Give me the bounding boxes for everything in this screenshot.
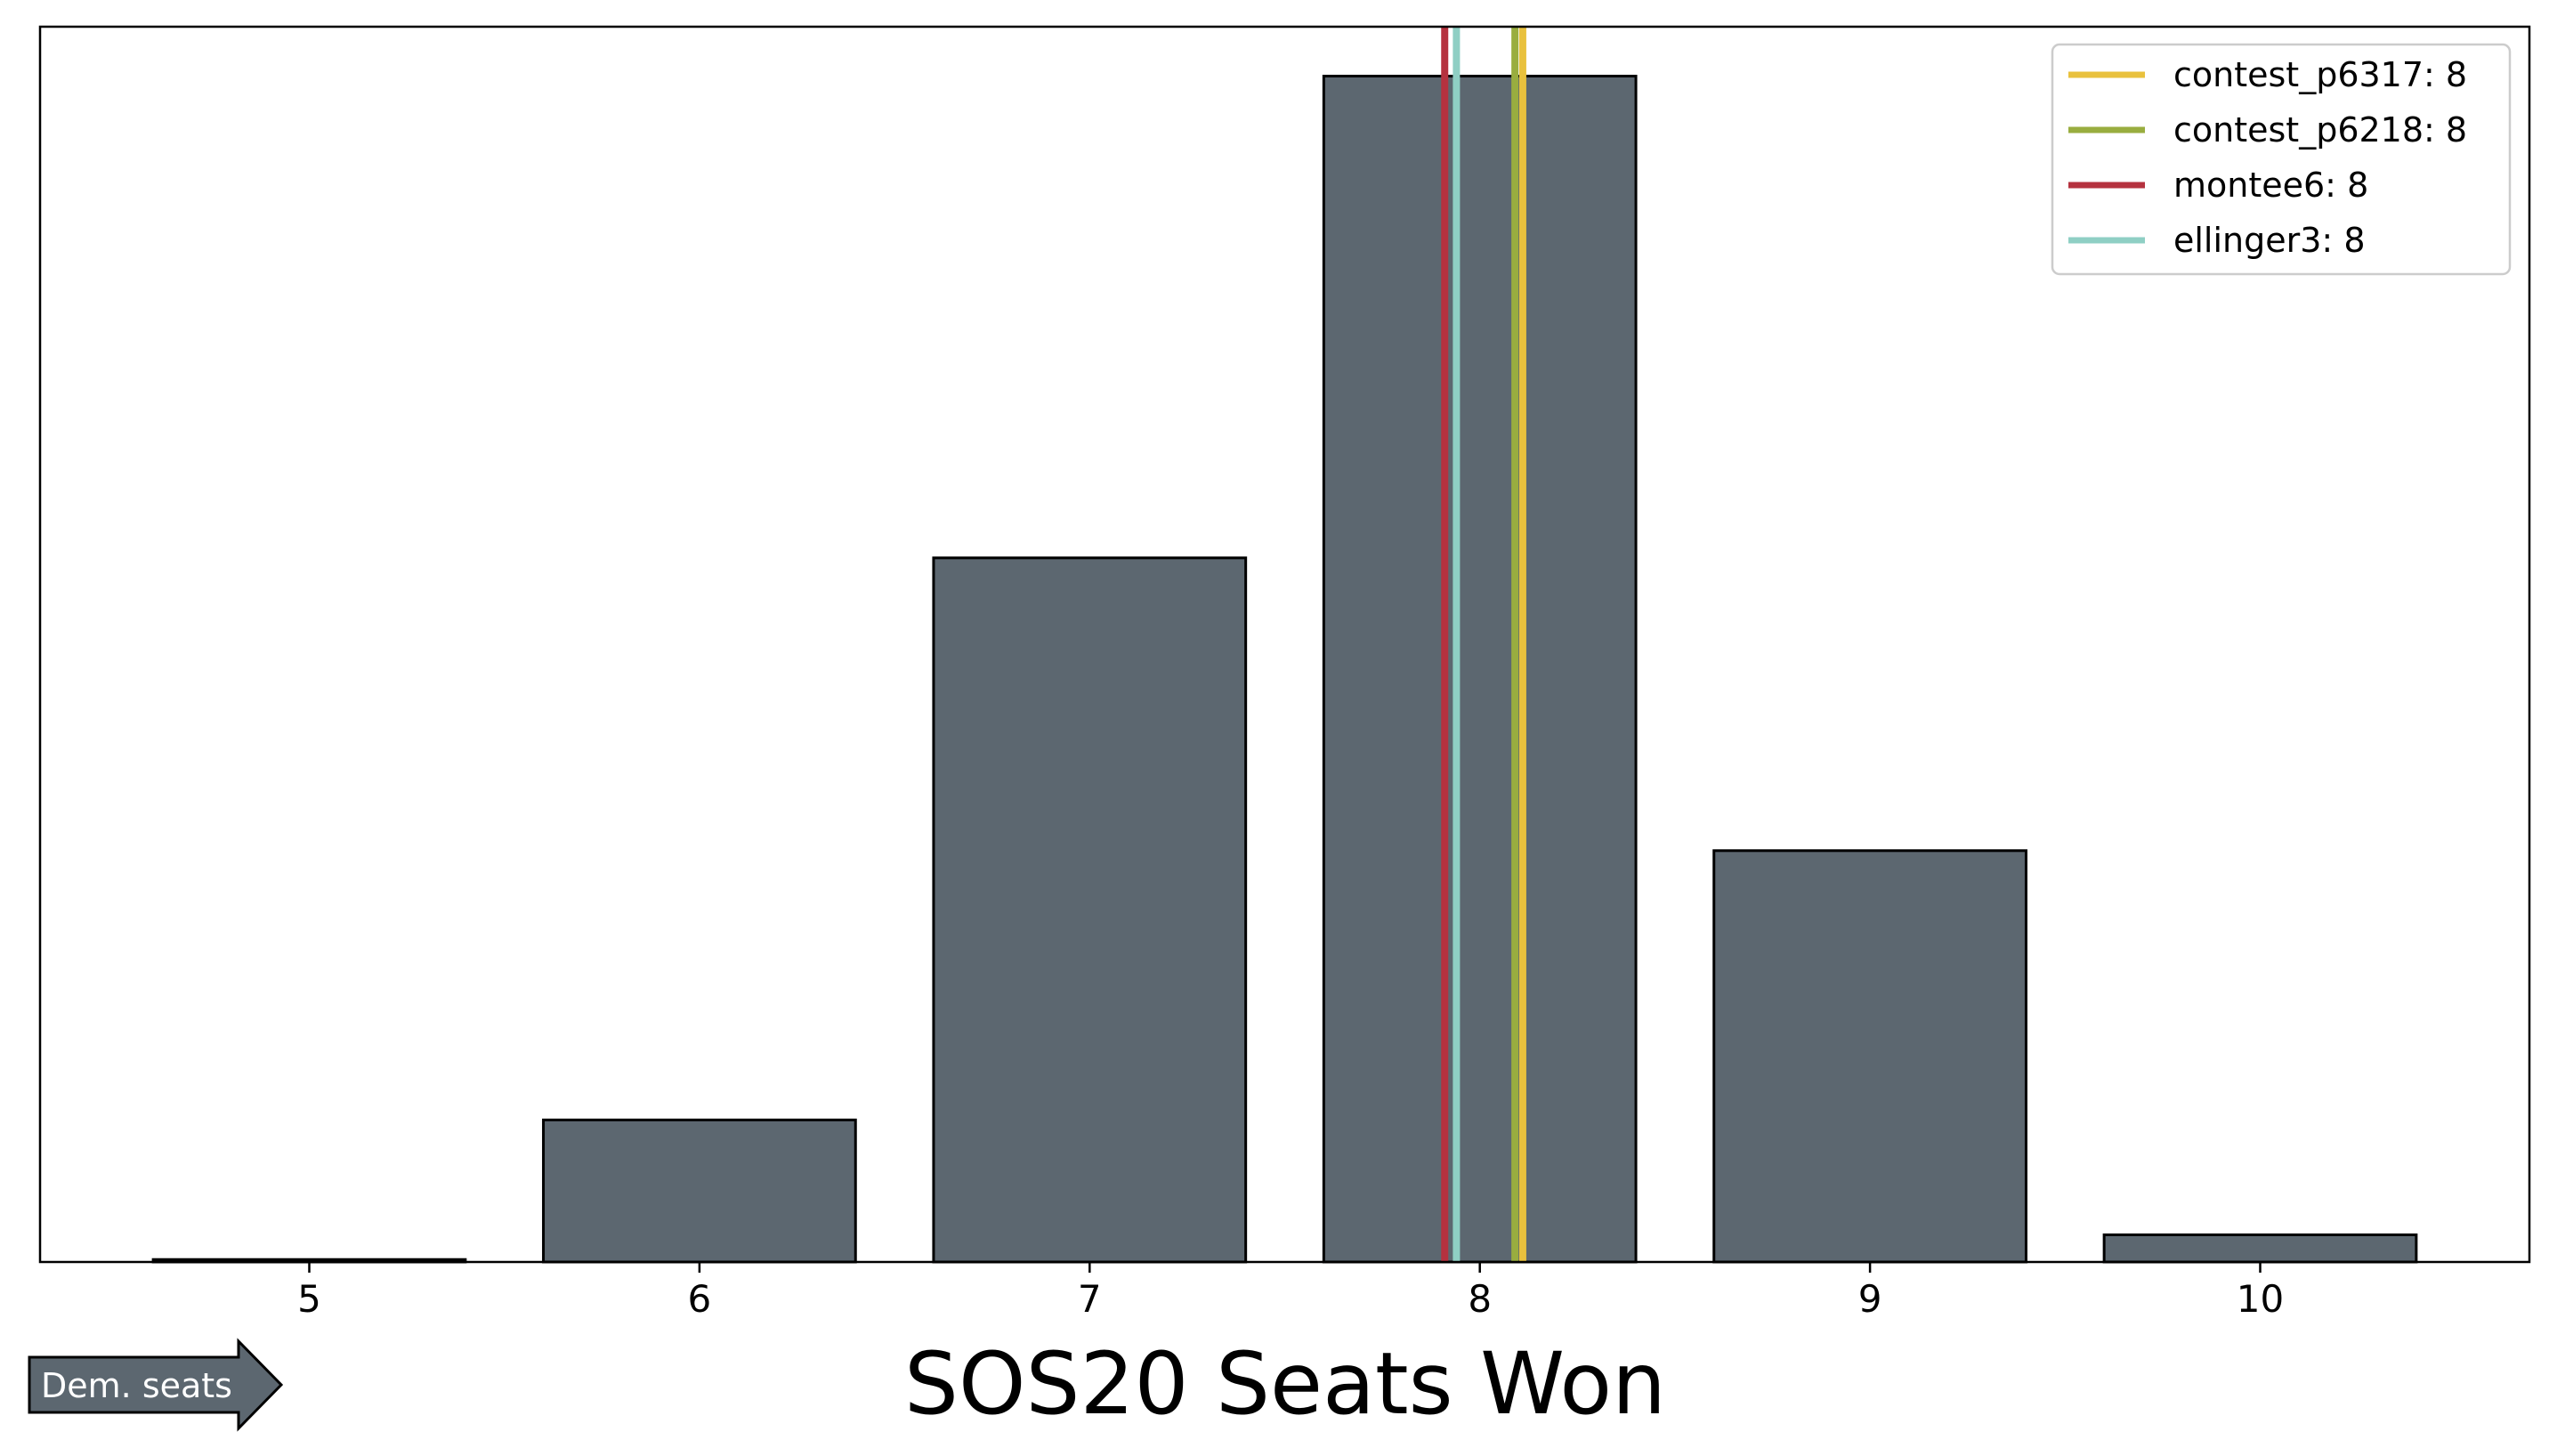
legend-label-2: montee6: 8 [2173, 166, 2368, 205]
x-tick-label-7: 7 [1078, 1277, 1102, 1321]
legend-label-1: contest_p6218: 8 [2173, 110, 2467, 150]
x-tick-label-6: 6 [688, 1277, 712, 1321]
reference-lines-group [1441, 27, 1526, 1262]
bar-6 [542, 1118, 857, 1264]
x-axis-ticks: 5 6 7 8 9 10 [297, 1262, 2284, 1321]
legend-box [2051, 43, 2512, 276]
x-tick-label-8: 8 [1468, 1277, 1492, 1321]
legend: contest_p6317: 8 contest_p6218: 8 montee6:… [2051, 43, 2512, 276]
bar-9 [1712, 849, 2027, 1264]
right-arrow-icon [28, 1338, 284, 1432]
legend-label-3: ellinger3: 8 [2173, 221, 2366, 260]
bars-group [151, 75, 2418, 1264]
x-tick-label-9: 9 [1858, 1277, 1882, 1321]
bar-8 [1322, 75, 1638, 1264]
arrow-label: Dem. seats [41, 1366, 232, 1405]
plot-frame [38, 25, 2531, 1264]
bar-7 [932, 556, 1248, 1264]
x-axis-label: SOS20 Seats Won [904, 1334, 1666, 1434]
legend-label-0: contest_p6317: 8 [2173, 55, 2467, 94]
x-tick-label-10: 10 [2237, 1277, 2284, 1321]
x-tick-label-5: 5 [297, 1277, 321, 1321]
bar-10 [2102, 1233, 2418, 1264]
dem-seats-arrow: Dem. seats [28, 1338, 284, 1432]
